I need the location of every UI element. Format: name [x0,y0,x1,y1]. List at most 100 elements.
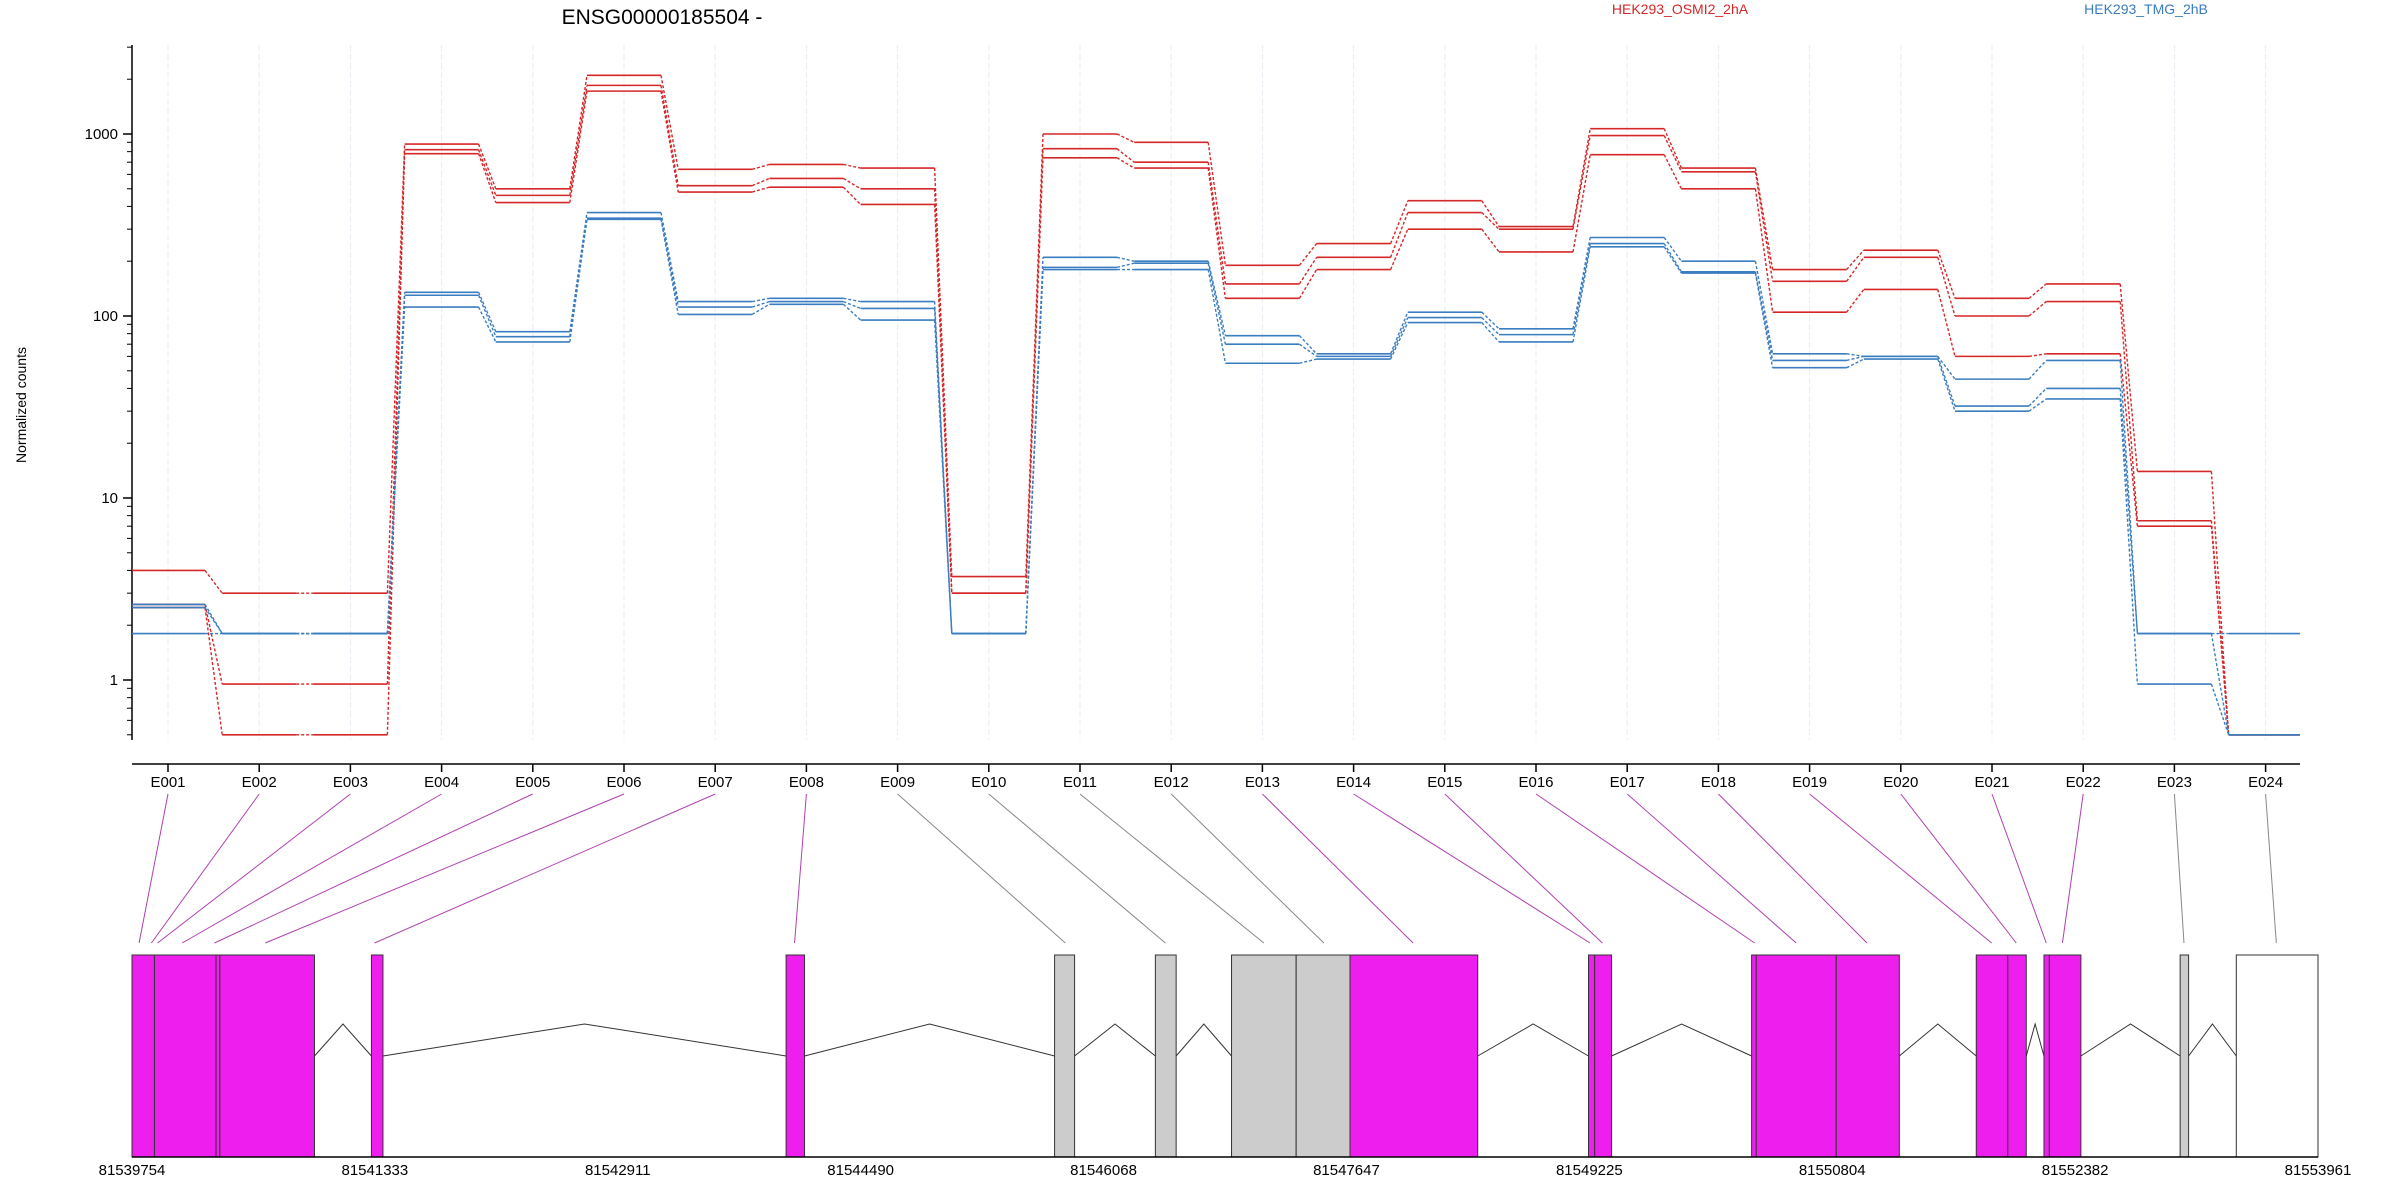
series-connector [1116,133,1135,143]
series-connector [843,300,861,310]
intron [1477,1023,1589,1057]
series-connector [1572,135,1591,230]
connector-E021 [1991,793,2047,944]
exon-E009 [1054,954,1076,1158]
series-connector [1937,355,1956,380]
series-connector [1937,257,1956,317]
series-connector [477,153,497,203]
intron [1074,1023,1156,1057]
coord-tick-label: 81552382 [2042,1162,2109,1179]
genomic-coordinate-axis: 81539754 81541333 81542911 81544490 81546068… [99,1156,2351,1179]
series-connector [1572,128,1591,227]
x-axis: E001 E002 E003 E004 E005 E006 E007 E008 E009 E010… [132,763,2300,791]
series-connector [1389,317,1409,357]
series-lines [132,74,2300,736]
series-connector [660,212,679,302]
series-connector [1663,243,1682,273]
exon-E015 [1594,954,1613,1158]
series-connector [1937,249,1956,299]
series-connector [1754,271,1774,361]
connector-E023 [2173,793,2185,944]
series-connector [1207,263,1227,345]
series-connector [386,307,406,634]
y-axis: 1 10 100 1000 [85,45,133,740]
y-axis-label: Normalized counts [13,347,29,463]
series-connector [569,75,588,189]
y-tick-label: 1 [110,672,118,689]
series-connector [204,570,223,594]
series-connector [1754,188,1774,313]
intron [314,1023,372,1057]
series-connector [1754,261,1774,354]
x-tick-label: E017 [1610,774,1645,791]
series-connector [1025,133,1044,577]
series-connector [752,186,770,193]
series-connector [751,300,770,308]
series-connector [1754,273,1774,368]
series-connector [2028,353,2047,358]
connector-E016 [1535,793,1755,944]
x-tick-label: E004 [424,774,459,791]
series-connector [752,297,770,303]
exon-E022b [2048,954,2082,1158]
x-tick-label: E019 [1792,774,1827,791]
series-connector [477,294,497,337]
connector-E019 [1809,793,1992,944]
series-connector [204,604,223,634]
exon-E012 [1295,954,1351,1158]
series-connector [1481,322,1500,343]
connector-E002 [150,793,260,944]
x-tick-label: E007 [698,774,733,791]
exon-E010 [1154,954,1177,1158]
coord-tick-label: 81542911 [585,1162,651,1179]
series-connector [1025,269,1044,634]
series-connector [1937,289,1956,357]
connector-E004 [181,793,442,944]
exon-E021 [2007,954,2027,1158]
series-connector [2210,683,2230,736]
coord-tick-label: 81549225 [1556,1162,1623,1179]
series-connector [477,143,497,190]
series-connector [933,168,953,577]
gene-model [131,954,2319,1158]
series-connector [1025,157,1044,594]
connector-E014 [1353,793,1591,944]
coord-tick-label: 81547647 [1313,1162,1380,1179]
x-tick-label: E021 [1974,774,2009,791]
series-connector [386,153,406,735]
connector-E009 [897,793,1066,944]
x-tick-label: E011 [1063,774,1097,791]
connector-E006 [265,793,625,944]
vertical-gridlines [167,45,2267,740]
series-connector [477,149,497,196]
intron [2025,1022,2045,1057]
series-connector [2119,360,2139,634]
chart-title: ENSG00000185504 - [562,6,763,29]
series-connector [1481,228,1500,253]
x-tick-label: E009 [880,774,915,791]
exon-E002 [153,954,217,1158]
series-connector [1846,256,1865,282]
series-connector [1207,261,1227,336]
series-connector [1481,311,1500,330]
series-connector [1207,269,1227,364]
connector-E003 [157,793,351,944]
exon-connector-lines [138,793,2277,944]
series-connector [660,91,679,193]
x-tick-label: E012 [1154,774,1189,791]
series-connector [1846,355,1864,362]
series-connector [1846,288,1865,313]
intron [2080,1023,2181,1057]
exon-E011 [1231,954,1297,1158]
series-connector [1389,311,1409,355]
x-tick-label: E002 [242,774,277,791]
series-connector [1298,343,1318,357]
x-tick-label: E010 [971,774,1006,791]
series-connector [1754,171,1774,282]
series-connector [660,85,679,186]
series-connector [1572,154,1591,253]
series-connector [2028,398,2047,412]
series-connector [1663,128,1683,169]
exon-E017 [1751,954,1757,1158]
legend-entry-tmg: HEK293_TMG_2hB [2084,1,2208,17]
